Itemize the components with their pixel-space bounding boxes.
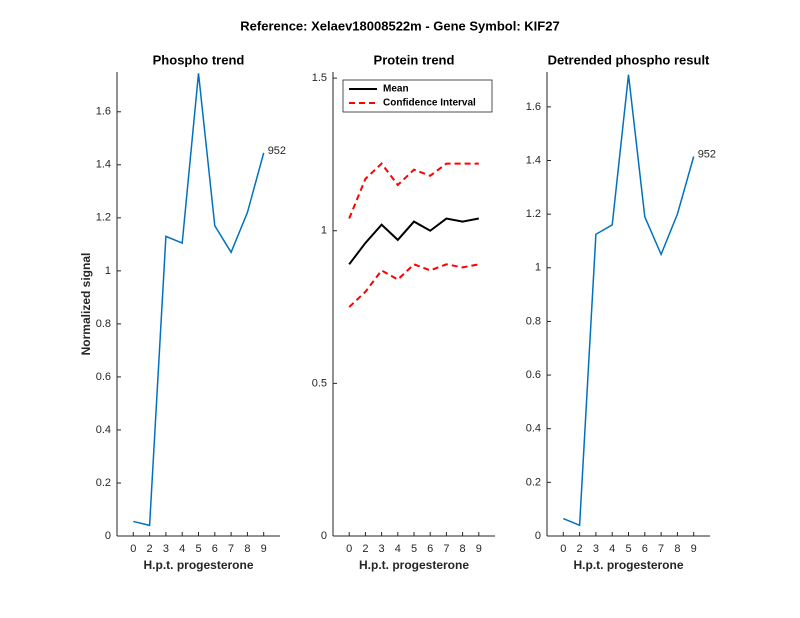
data-line [563,74,695,527]
y-tick-label: 0.4 [526,423,541,435]
y-tick-label: 1.4 [96,159,111,171]
x-axis-label: H.p.t. progesterone [573,558,683,572]
y-tick-label: 0 [105,530,111,542]
y-tick-label: 0.2 [526,476,541,488]
axes-title: Detrended phospho result [548,52,710,67]
x-tick-label: 2 [147,543,153,555]
annotation: 952 [268,145,286,157]
x-tick-label: 2 [577,543,583,555]
x-tick-label: 7 [228,543,234,555]
x-tick-label: 9 [261,543,267,555]
x-tick-label: 9 [691,543,697,555]
x-tick-label: 4 [179,543,185,555]
y-tick-label: 0 [535,530,541,542]
y-tick-label: 1.4 [526,154,541,166]
x-tick-label: 9 [476,543,482,555]
x-tick-label: 4 [395,543,401,555]
data-line [348,162,479,219]
axes-title: Protein trend [374,52,455,67]
legend-box [342,79,493,113]
y-tick-label: 0.6 [96,371,111,383]
data-line [348,263,479,308]
x-tick-label: 6 [212,543,218,555]
x-axis-label: H.p.t. progesterone [143,558,253,572]
y-tick-label: 1 [105,265,111,277]
y-tick-label: 0.2 [96,477,111,489]
x-tick-label: 3 [163,543,169,555]
annotation: 952 [698,148,716,160]
x-tick-label: 0 [130,543,136,555]
x-tick-label: 3 [593,543,599,555]
y-tick-label: 1.2 [96,212,111,224]
y-tick-label: 0.8 [526,315,541,327]
legend-label: Confidence Interval [383,98,476,109]
x-tick-label: 0 [346,543,352,555]
x-tick-label: 4 [609,543,615,555]
x-tick-label: 8 [674,543,680,555]
x-tick-label: 0 [560,543,566,555]
y-tick-label: 1.5 [312,72,327,84]
y-tick-label: 0.8 [96,318,111,330]
y-tick-label: 0.5 [312,377,327,389]
y-tick-label: 0 [321,530,327,542]
y-axis-label: Normalized signal [79,253,93,356]
x-tick-label: 5 [625,543,631,555]
x-tick-label: 8 [244,543,250,555]
x-axis-label: H.p.t. progesterone [359,558,469,572]
x-tick-label: 5 [195,543,201,555]
y-tick-label: 0.4 [96,424,111,436]
y-tick-label: 1.6 [96,106,111,118]
y-tick-label: 1 [321,225,327,237]
y-tick-label: 0.6 [526,369,541,381]
x-tick-label: 2 [362,543,368,555]
data-line [348,217,479,265]
legend-label: Mean [383,84,409,95]
x-tick-label: 7 [658,543,664,555]
y-tick-label: 1 [535,262,541,274]
x-tick-label: 8 [460,543,466,555]
x-tick-label: 5 [411,543,417,555]
x-tick-label: 6 [642,543,648,555]
axes-title: Phospho trend [153,52,245,67]
y-tick-label: 1.2 [526,208,541,220]
y-tick-label: 1.6 [526,101,541,113]
x-tick-label: 3 [379,543,385,555]
figure-title: Reference: Xelaev18008522m - Gene Symbol… [240,18,559,33]
x-tick-label: 7 [443,543,449,555]
data-line [133,73,265,527]
x-tick-label: 6 [427,543,433,555]
